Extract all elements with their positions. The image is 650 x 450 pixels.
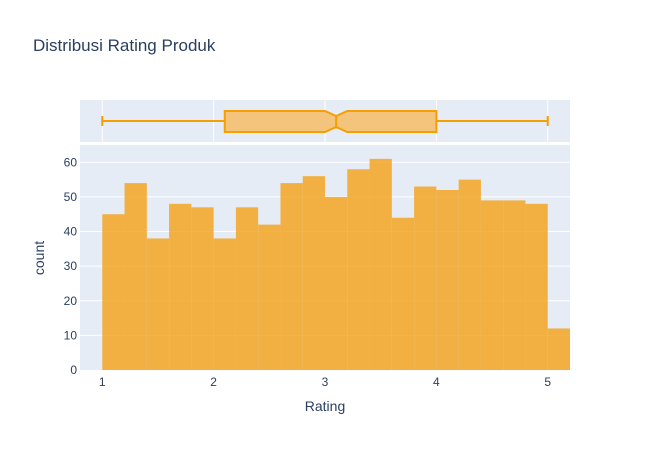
histogram-bar[interactable] — [280, 183, 303, 370]
y-tick-label: 60 — [64, 155, 78, 169]
histogram-bar[interactable] — [191, 207, 214, 370]
histogram-bar[interactable] — [436, 190, 459, 370]
y-tick-label: 10 — [64, 328, 78, 342]
histogram-bar[interactable] — [235, 207, 259, 370]
y-tick-label: 50 — [64, 190, 78, 204]
x-tick-label: 3 — [322, 375, 329, 389]
y-tick-label: 20 — [64, 294, 78, 308]
y-axis-title: count — [31, 241, 47, 275]
histogram-bar[interactable] — [169, 203, 192, 370]
boxplot[interactable] — [101, 110, 549, 133]
y-tick-label: 40 — [64, 225, 78, 239]
x-tick-label: 1 — [99, 375, 106, 389]
x-tick-label: 2 — [210, 375, 217, 389]
histogram-bar[interactable] — [258, 224, 281, 370]
y-axis-ticks: 0 10 20 30 40 50 60 — [64, 155, 78, 377]
histogram-bar[interactable] — [146, 238, 170, 370]
x-tick-label: 5 — [544, 375, 551, 389]
histogram-bar[interactable] — [213, 238, 236, 370]
histogram-bar[interactable] — [102, 214, 125, 370]
x-axis-title: Rating — [305, 398, 345, 414]
histogram-bar[interactable] — [302, 176, 325, 370]
histogram-bar[interactable] — [124, 183, 147, 370]
histogram-bar[interactable] — [347, 169, 370, 370]
histogram-bar[interactable] — [458, 179, 481, 370]
histogram-bars — [102, 158, 570, 370]
chart-title: Distribusi Rating Produk — [33, 36, 216, 55]
histogram-bar[interactable] — [480, 200, 504, 370]
histogram-bar[interactable] — [525, 203, 548, 370]
x-tick-label: 4 — [433, 375, 440, 389]
histogram-bar[interactable] — [414, 186, 437, 370]
histogram-bar[interactable] — [325, 196, 348, 370]
histogram-bar[interactable] — [391, 217, 415, 370]
y-tick-label: 0 — [70, 363, 77, 377]
histogram-bar[interactable] — [503, 200, 526, 370]
y-tick-label: 30 — [64, 259, 78, 273]
box-body[interactable] — [223, 110, 438, 133]
histogram-bar[interactable] — [547, 328, 570, 370]
histogram-bar[interactable] — [369, 158, 392, 370]
x-axis-ticks: 1 2 3 4 5 — [99, 375, 551, 389]
